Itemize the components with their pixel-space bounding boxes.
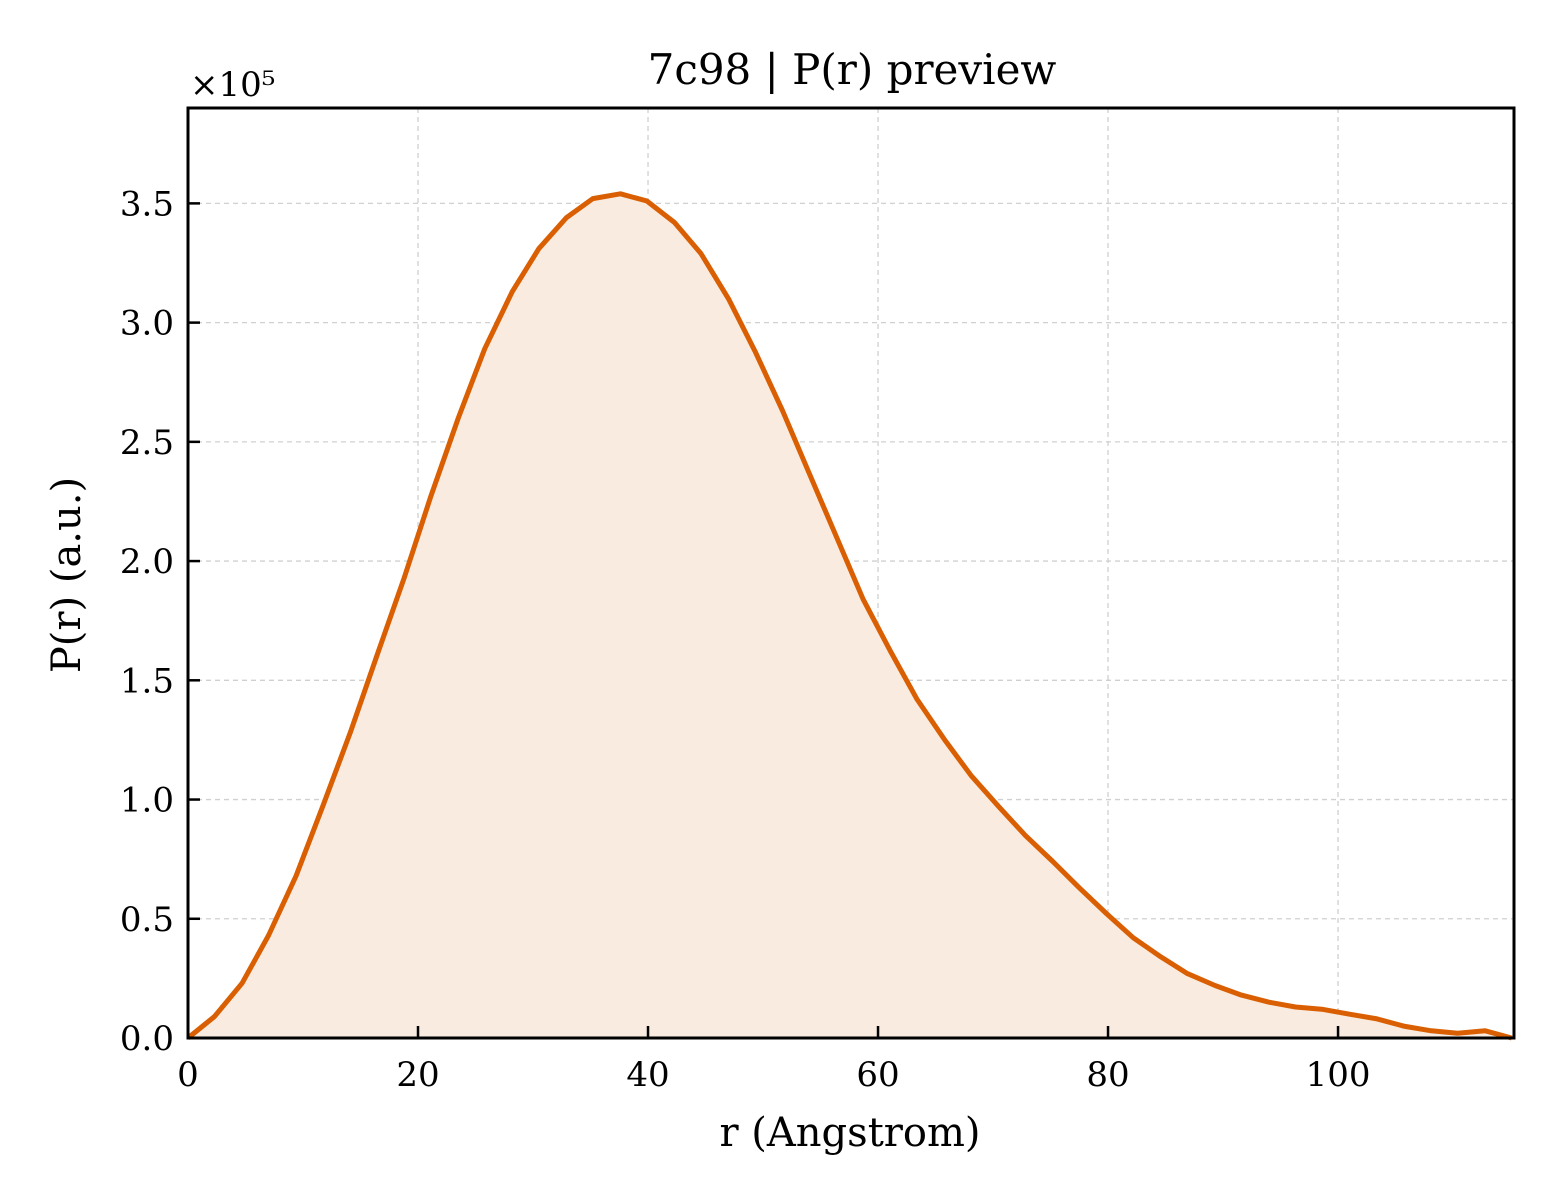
y-tick-label: 1.5 [120,661,174,701]
y-tick-label: 0.5 [120,900,174,940]
y-axis-multiplier: ×10⁵ [190,65,275,105]
x-axis-label: r (Angstrom) [719,1110,980,1156]
y-axis-label: P(r) (a.u.) [44,477,90,673]
y-tick-label: 0.0 [120,1019,174,1059]
series-line [186,191,1513,1041]
x-tick-label: 80 [1086,1055,1129,1095]
plot-frame [186,106,1516,1040]
x-tick-label: 20 [396,1055,439,1095]
y-tick-label: 2.0 [120,542,174,582]
y-tick-label: 1.0 [120,781,174,821]
x-tick-label: 60 [856,1055,899,1095]
area-fill [188,193,1512,1039]
chart-title: 7c98 | P(r) preview [648,45,1057,94]
y-tick-label: 3.0 [120,304,174,344]
axis-ticks: 0 20 40 60 80 100 0.0 0.5 1.0 1.5 2.0 2.5 3.0 3.5 [120,184,1371,1095]
y-tick-label: 2.5 [120,423,174,463]
x-tick-label: 40 [626,1055,669,1095]
x-tick-label: 100 [1306,1055,1371,1095]
x-tick-label: 0 [177,1055,199,1095]
y-tick-label: 3.5 [120,184,174,224]
